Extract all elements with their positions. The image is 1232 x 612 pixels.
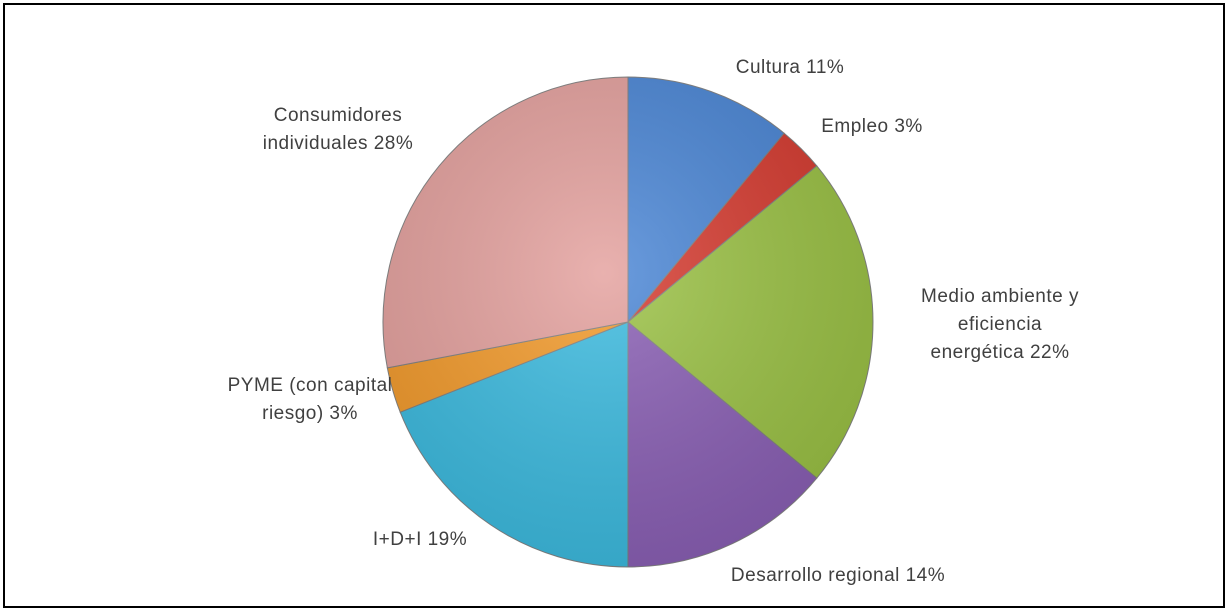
slice-label: Desarrollo regional 14% — [723, 562, 953, 590]
slice-label: Empleo 3% — [772, 113, 972, 141]
category-name: I+D+I — [372, 529, 422, 550]
category-name: Desarrollo regional — [730, 565, 900, 586]
slice-label: Medio ambiente y eficiencia energética 22… — [895, 283, 1105, 367]
category-name: Consumidores individuales — [262, 105, 403, 154]
category-name: PYME (con capital riesgo) — [227, 375, 393, 424]
slice-label: Consumidores individuales 28% — [233, 102, 443, 158]
value-label: 3% — [894, 116, 923, 137]
category-name: Cultura — [735, 57, 801, 78]
value-label: 11% — [806, 57, 845, 78]
chart-frame — [3, 3, 1225, 608]
value-label: 19% — [427, 529, 468, 550]
value-label: 3% — [329, 403, 358, 424]
slice-label: PYME (con capital riesgo) 3% — [220, 372, 400, 428]
value-label: 28% — [373, 133, 414, 154]
value-label: 22% — [1029, 342, 1070, 363]
slice-label: Cultura 11% — [640, 54, 940, 82]
category-name: Empleo — [821, 116, 889, 137]
value-label: 14% — [905, 565, 946, 586]
slice-label: I+D+I 19% — [320, 526, 520, 554]
category-name: Medio ambiente y eficiencia energética — [921, 286, 1079, 363]
